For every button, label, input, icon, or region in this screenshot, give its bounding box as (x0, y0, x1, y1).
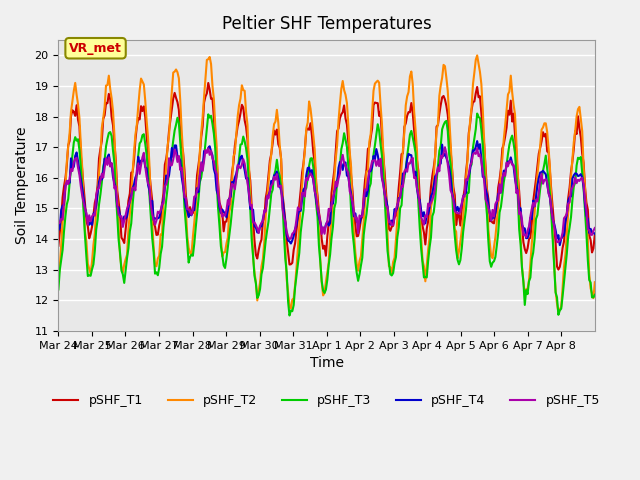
X-axis label: Time: Time (310, 356, 344, 370)
pSHF_T4 (54, 227, 62, 233)
pSHF_T2 (474, 52, 481, 58)
pSHF_T5 (73, 155, 81, 161)
pSHF_T4 (330, 189, 338, 194)
pSHF_T5 (441, 144, 449, 150)
pSHF_T1 (90, 213, 97, 218)
pSHF_T4 (518, 222, 526, 228)
pSHF_T3 (438, 126, 446, 132)
pSHF_T1 (332, 149, 340, 155)
pSHF_T1 (589, 246, 597, 252)
pSHF_T1 (204, 80, 212, 86)
pSHF_T3 (589, 294, 597, 300)
pSHF_T2 (54, 275, 62, 281)
Line: pSHF_T4: pSHF_T4 (58, 141, 595, 245)
pSHF_T4 (591, 231, 598, 237)
pSHF_T2 (73, 92, 81, 97)
pSHF_T1 (518, 222, 526, 228)
pSHF_T2 (589, 295, 597, 301)
pSHF_T2 (330, 175, 338, 180)
pSHF_T4 (73, 150, 81, 156)
Line: pSHF_T5: pSHF_T5 (58, 147, 595, 242)
Line: pSHF_T1: pSHF_T1 (58, 83, 595, 270)
pSHF_T2 (554, 310, 562, 315)
pSHF_T5 (54, 221, 62, 227)
pSHF_T5 (591, 225, 598, 231)
pSHF_T4 (589, 230, 597, 236)
pSHF_T4 (556, 242, 564, 248)
pSHF_T3 (90, 262, 97, 267)
pSHF_T2 (518, 264, 526, 270)
pSHF_T5 (437, 153, 445, 158)
Line: pSHF_T2: pSHF_T2 (58, 55, 595, 312)
pSHF_T2 (437, 83, 445, 88)
Y-axis label: Soil Temperature: Soil Temperature (15, 127, 29, 244)
pSHF_T3 (591, 292, 598, 298)
pSHF_T1 (438, 95, 446, 100)
pSHF_T5 (330, 190, 338, 195)
pSHF_T3 (73, 138, 81, 144)
pSHF_T3 (285, 312, 293, 318)
pSHF_T1 (73, 102, 81, 108)
pSHF_T2 (591, 279, 598, 285)
pSHF_T1 (554, 267, 562, 273)
pSHF_T2 (90, 242, 97, 248)
pSHF_T5 (518, 217, 526, 223)
pSHF_T1 (591, 232, 598, 238)
pSHF_T3 (520, 279, 527, 285)
pSHF_T4 (90, 211, 97, 217)
Legend: pSHF_T1, pSHF_T2, pSHF_T3, pSHF_T4, pSHF_T5: pSHF_T1, pSHF_T2, pSHF_T3, pSHF_T4, pSHF… (49, 389, 605, 412)
pSHF_T4 (437, 161, 445, 167)
pSHF_T5 (90, 211, 97, 217)
Line: pSHF_T3: pSHF_T3 (58, 114, 595, 315)
pSHF_T4 (474, 138, 481, 144)
pSHF_T5 (589, 228, 597, 234)
pSHF_T1 (54, 243, 62, 249)
pSHF_T3 (474, 111, 481, 117)
pSHF_T3 (332, 200, 340, 205)
Title: Peltier SHF Temperatures: Peltier SHF Temperatures (221, 15, 431, 33)
pSHF_T3 (54, 287, 62, 292)
pSHF_T5 (554, 239, 562, 245)
Text: VR_met: VR_met (69, 42, 122, 55)
